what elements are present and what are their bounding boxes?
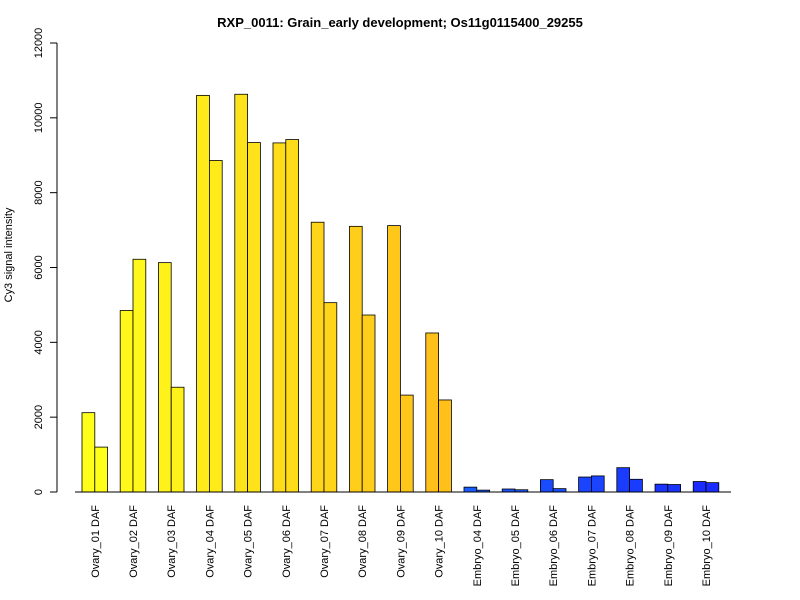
bar [438,399,452,493]
bar [94,446,109,493]
bar [208,160,223,493]
x-tick-label: Embryo_08 DAF [625,505,637,587]
x-axis-labels: Ovary_01 DAF Ovary_02 DAF Ovary_03 DAF Ovar… [90,505,713,587]
y-axis: 0 2000 4000 6000 8000 10000 12000 [33,28,58,495]
bar [285,139,299,493]
y-tick-label: 12000 [33,28,45,59]
bar [616,467,630,493]
y-tick-label: 0 [33,489,45,495]
bar [361,314,376,493]
bar [348,225,363,493]
bar [692,481,707,493]
bar [654,483,669,493]
x-tick-label: Embryo_04 DAF [472,505,484,587]
bar [463,486,478,493]
x-tick-label: Ovary_08 DAF [357,505,369,578]
bar [552,488,567,493]
bar [196,94,210,493]
x-tick-label: Ovary_04 DAF [204,505,216,578]
x-tick-label: Embryo_06 DAF [548,505,560,587]
bar [132,258,147,493]
x-tick-label: Embryo_09 DAF [663,505,675,587]
bar [247,142,261,493]
bar [157,262,172,493]
y-tick-label: 4000 [33,330,45,354]
x-tick-label: Embryo_05 DAF [510,505,522,587]
y-tick-label: 8000 [33,180,45,204]
bar [81,412,96,493]
bar [272,142,287,493]
x-tick-label: Ovary_07 DAF [319,505,331,578]
x-tick-label: Ovary_06 DAF [281,505,293,578]
bars [81,93,720,493]
x-tick-label: Embryo_07 DAF [586,505,598,587]
bar [540,479,554,493]
bar [234,93,249,493]
x-tick-label: Ovary_03 DAF [166,505,178,578]
x-tick-label: Ovary_02 DAF [128,505,140,578]
bar [667,484,681,493]
chart-title: RXP_0011: Grain_early development; Os11g… [217,15,583,30]
bar [629,478,643,493]
bar [591,475,605,493]
bar [425,332,439,493]
y-axis-label: Cy3 signal intensity [3,207,15,302]
y-tick-label: 6000 [33,255,45,279]
x-tick-label: Ovary_05 DAF [243,505,255,578]
x-tick-label: Ovary_09 DAF [395,505,407,578]
bar [705,482,720,493]
x-tick-label: Embryo_10 DAF [701,505,713,587]
bar [170,386,185,493]
x-tick-label: Ovary_01 DAF [90,505,102,578]
bar [578,476,592,493]
bar [399,394,414,493]
bar [119,310,134,493]
y-tick-label: 2000 [33,405,45,429]
x-tick-label: Ovary_10 DAF [434,505,446,578]
bar [323,302,338,493]
y-tick-label: 10000 [33,103,45,134]
bar [310,221,325,493]
bar [387,225,401,493]
